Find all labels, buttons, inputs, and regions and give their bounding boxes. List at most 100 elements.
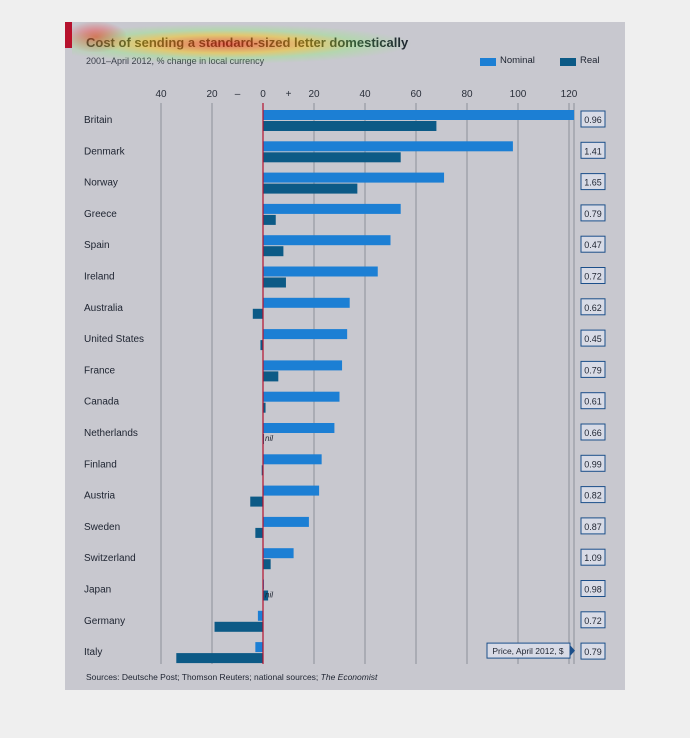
category-label: Australia bbox=[84, 303, 123, 314]
minus-sign-label: – bbox=[235, 89, 241, 100]
price-value: 0.82 bbox=[584, 491, 602, 501]
chart-figure bbox=[65, 22, 625, 690]
x-tick-label: 40 bbox=[155, 89, 167, 100]
x-tick-label: 120 bbox=[561, 89, 578, 100]
category-label: Norway bbox=[84, 178, 118, 189]
nil-annotation: nil bbox=[265, 591, 273, 600]
category-label: Italy bbox=[84, 647, 102, 658]
price-value: 0.96 bbox=[584, 115, 602, 125]
bar-real bbox=[176, 653, 263, 664]
bar-real bbox=[214, 621, 263, 632]
bar-real bbox=[263, 402, 266, 413]
price-box bbox=[580, 611, 606, 629]
price-value: 0.79 bbox=[584, 209, 602, 219]
price-value: 0.66 bbox=[584, 428, 602, 438]
price-value: 0.98 bbox=[584, 585, 602, 595]
price-value: 0.45 bbox=[584, 334, 602, 344]
bar-nominal bbox=[263, 172, 445, 183]
price-value: 0.72 bbox=[584, 616, 602, 626]
legend-swatch-real bbox=[560, 58, 576, 66]
price-box bbox=[580, 173, 606, 191]
price-box bbox=[580, 548, 606, 566]
price-box bbox=[580, 360, 606, 378]
price-value: 0.99 bbox=[584, 459, 602, 469]
category-label: United States bbox=[84, 334, 144, 345]
price-box bbox=[580, 298, 606, 316]
legend-swatch-nominal bbox=[480, 58, 496, 66]
bar-real bbox=[250, 496, 263, 507]
price-box bbox=[580, 580, 606, 597]
chart-source: Sources: Deutsche Post; Thomson Reuters;… bbox=[86, 672, 377, 682]
source-prefix: Sources: Deutsche Post; Thomson Reuters;… bbox=[86, 672, 321, 682]
bar-nominal bbox=[263, 235, 391, 246]
source-publication: The Economist bbox=[320, 672, 378, 682]
x-tick-label: 20 bbox=[308, 89, 320, 100]
nil-annotation: nil bbox=[265, 434, 273, 443]
price-value: 1.09 bbox=[584, 553, 602, 563]
bar-nominal bbox=[263, 297, 350, 308]
bar-nominal bbox=[263, 266, 378, 277]
price-value: 0.47 bbox=[584, 240, 602, 250]
x-tick-label: 0 bbox=[260, 89, 266, 100]
category-label: Austria bbox=[84, 491, 116, 502]
category-label: Switzerland bbox=[84, 553, 136, 564]
price-box bbox=[580, 392, 606, 410]
x-tick-label: 100 bbox=[510, 89, 527, 100]
price-box bbox=[580, 486, 606, 504]
category-label: Ireland bbox=[84, 272, 115, 283]
x-tick-label: 80 bbox=[461, 89, 473, 100]
bar-nominal bbox=[255, 642, 263, 653]
price-box bbox=[580, 235, 606, 253]
category-label: Japan bbox=[84, 585, 111, 596]
price-box bbox=[580, 517, 606, 535]
plus-sign-label: + bbox=[286, 89, 292, 100]
bar-real bbox=[263, 590, 269, 601]
bar-nominal bbox=[263, 516, 309, 527]
price-box bbox=[580, 423, 606, 441]
price-value: 0.72 bbox=[584, 272, 602, 282]
bar-real bbox=[263, 277, 286, 288]
category-label: Spain bbox=[84, 240, 110, 251]
price-value: 1.41 bbox=[584, 146, 602, 156]
price-box bbox=[580, 204, 606, 222]
category-label: Denmark bbox=[84, 146, 126, 157]
bar-real bbox=[263, 152, 401, 163]
price-label-text: Price, April 2012, $ bbox=[492, 646, 564, 656]
category-label: Canada bbox=[84, 397, 119, 408]
bar-real bbox=[263, 183, 358, 194]
bar-nominal bbox=[263, 454, 322, 465]
price-value: 0.79 bbox=[584, 647, 602, 657]
bar-nominal bbox=[263, 548, 294, 559]
price-value: 0.87 bbox=[584, 522, 602, 532]
x-tick-label: 20 bbox=[206, 89, 218, 100]
bar-nominal bbox=[263, 391, 340, 402]
legend-label-real: Real bbox=[580, 55, 600, 66]
legend-label-nominal: Nominal bbox=[500, 55, 535, 66]
price-box bbox=[580, 110, 606, 128]
price-box bbox=[580, 454, 606, 472]
price-box bbox=[580, 141, 606, 159]
bar-real bbox=[252, 308, 263, 319]
bar-nominal bbox=[263, 329, 348, 340]
price-value: 0.62 bbox=[584, 303, 602, 313]
category-label: Sweden bbox=[84, 522, 120, 533]
category-label: France bbox=[84, 365, 116, 376]
price-box bbox=[580, 329, 606, 347]
price-box bbox=[580, 642, 606, 660]
category-label: Greece bbox=[84, 209, 117, 220]
x-tick-label: 60 bbox=[410, 89, 422, 100]
bar-real bbox=[255, 527, 263, 538]
price-value: 1.65 bbox=[584, 178, 602, 188]
bar-nominal bbox=[263, 141, 513, 152]
category-label: Finland bbox=[84, 459, 117, 470]
bar-nominal bbox=[263, 423, 335, 433]
x-tick-label: 40 bbox=[359, 89, 371, 100]
bar-nominal bbox=[257, 610, 263, 621]
bar-real bbox=[263, 371, 279, 382]
bar-real bbox=[261, 465, 263, 476]
bar-real bbox=[260, 340, 263, 351]
price-label-arrow bbox=[570, 645, 575, 657]
bar-real bbox=[263, 246, 284, 257]
bar-nominal bbox=[263, 360, 343, 371]
